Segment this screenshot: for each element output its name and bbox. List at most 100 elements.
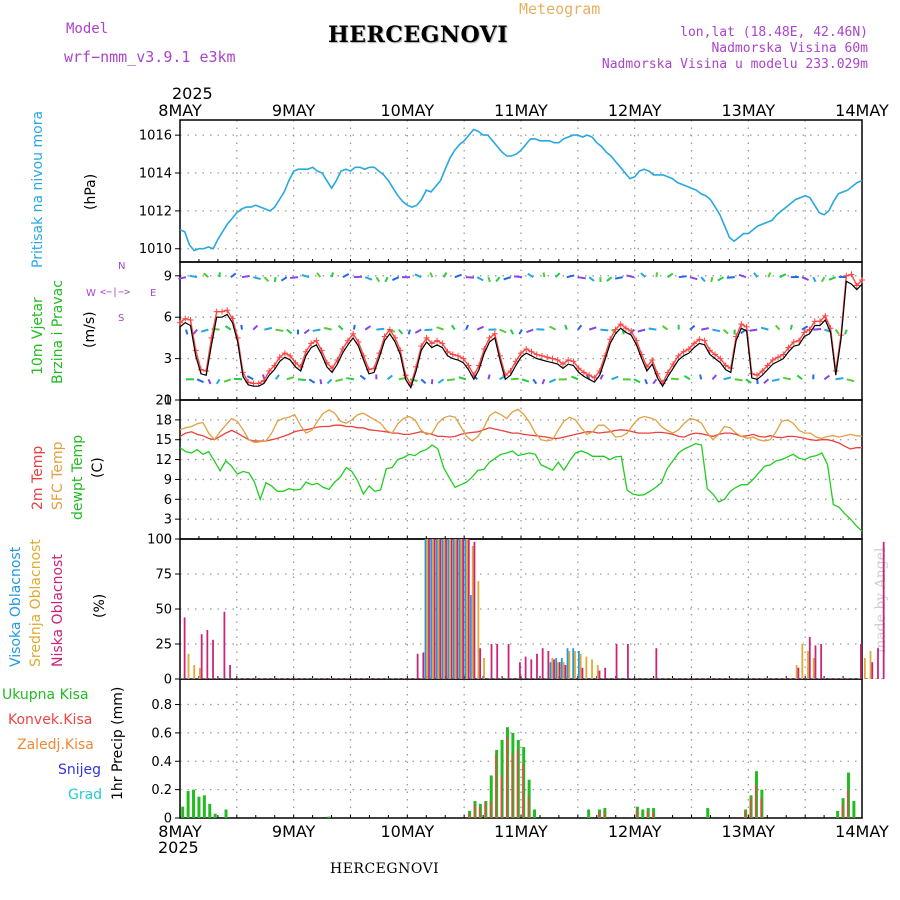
wind-gust-marker <box>376 350 383 357</box>
cloud-bar-mid <box>790 678 792 679</box>
wind-barb <box>342 273 350 279</box>
cloud-bar-low <box>621 678 624 679</box>
cloud-bar-low <box>723 678 726 679</box>
cloud-bar-low <box>303 678 305 679</box>
cloud-bar-mid <box>591 659 593 679</box>
cloud-bar-mid <box>784 678 787 679</box>
cloud-bar-high <box>418 678 421 679</box>
wind-gust-marker <box>224 307 231 314</box>
cloud-bar-high <box>612 678 614 679</box>
precip-bar-conv <box>749 798 752 818</box>
cloud-bar-mid <box>738 678 741 679</box>
wind-barb <box>223 378 232 383</box>
cloud-bar-low <box>882 541 885 679</box>
cloud-bar-low <box>638 678 641 679</box>
cloud-bar-high <box>788 678 791 679</box>
y-tick-label: 3 <box>164 352 172 367</box>
cloud-bar-low <box>865 678 868 679</box>
wind-gust-marker <box>386 326 393 333</box>
cloud-bar-mid <box>778 678 781 679</box>
cloud-bar-low <box>240 678 243 679</box>
cloud-bar-low <box>337 678 339 679</box>
cloud-bar-high <box>833 678 836 679</box>
cloud-bar-low <box>615 644 618 679</box>
wind-gust-marker <box>565 356 572 363</box>
wind-barb <box>263 276 270 283</box>
precip-bar-conv <box>468 813 470 818</box>
cloud-bar-mid <box>255 678 258 679</box>
model-altitude-label: Nadmorska Visina u modelu 233.029m <box>601 57 868 72</box>
cloud-bar-high <box>515 678 518 679</box>
cloud-bar-high <box>754 678 756 679</box>
wind-barb <box>241 274 250 279</box>
wind-gust-marker <box>843 272 850 279</box>
cloud-bar-high <box>197 678 200 679</box>
wind-barb <box>796 374 803 381</box>
cloud-bar-high <box>731 678 734 679</box>
meteogram-label: Meteogram <box>519 0 601 18</box>
y-tick-label: 0 <box>164 673 172 688</box>
precip-bar-total <box>641 809 645 818</box>
cloud-bar-high <box>447 539 450 679</box>
page-title: HERCEGNOVI <box>328 22 509 48</box>
cloud-bar-mid <box>551 658 554 679</box>
wind-gust-marker <box>182 315 189 322</box>
wind-barb <box>541 378 546 385</box>
precip-bar-total <box>197 796 201 818</box>
cloud-bar-high <box>703 678 705 679</box>
cloud-bar-high <box>839 678 842 679</box>
cloud-bar-mid <box>801 644 804 679</box>
cloud-bar-mid <box>346 678 349 679</box>
cloud-bar-low <box>661 678 663 679</box>
wind-barb <box>203 272 210 278</box>
precip-bar-conv <box>511 754 513 818</box>
compass-n-label: N <box>118 261 126 272</box>
wind-gust-marker <box>544 354 551 361</box>
cloud-bar-high <box>543 678 546 679</box>
cloud-bar-high <box>356 678 359 679</box>
wind-barb <box>230 272 237 278</box>
cloud-bar-high <box>737 678 739 679</box>
cloud-bar-low <box>803 678 805 679</box>
wind-barb <box>503 276 512 281</box>
wind-gust-marker <box>559 361 566 368</box>
cloud-bar-low <box>411 678 413 679</box>
cloud-bar-high <box>782 678 785 679</box>
cloud-bar-mid <box>676 678 679 679</box>
wind-barb <box>192 328 198 335</box>
wind-barb <box>526 328 534 334</box>
cloud-bar-high <box>458 539 461 679</box>
cloud-bar-mid <box>329 678 332 679</box>
wind-barb <box>722 328 729 335</box>
model-name: wrf−nmm_v3.9.1 e3km <box>64 48 236 66</box>
cloud-bar-low <box>666 678 669 679</box>
wind-barb <box>767 272 772 278</box>
wind-barb <box>600 328 609 332</box>
cloud-bar-low <box>234 678 237 679</box>
wind-barb <box>678 275 687 279</box>
wind-barb <box>454 273 462 279</box>
compass-s-label: S <box>118 313 125 324</box>
cloud-bar-mid <box>653 678 656 679</box>
y-tick-label: 25 <box>155 638 172 653</box>
cloud-bar-mid <box>199 667 201 679</box>
cloud-bar-mid <box>659 678 662 679</box>
wind-barb <box>655 272 658 278</box>
wind-gust-marker <box>476 362 483 369</box>
wind-barb <box>178 276 187 280</box>
cloud-bar-high <box>322 678 325 679</box>
y-tick-label: 100 <box>147 533 172 548</box>
cloud-bar-high <box>572 648 575 679</box>
cloud-bar-mid <box>545 678 548 679</box>
cloud-bar-low <box>507 644 510 679</box>
cloud-bar-low <box>422 652 425 679</box>
date-tick-top: 14MAY <box>835 101 889 120</box>
wind-barb <box>648 327 657 331</box>
cloud-bar-high <box>509 678 512 679</box>
cloud-bar-high <box>589 678 592 679</box>
wind-gust-marker <box>538 352 545 359</box>
cloud-bar-mid <box>227 678 230 679</box>
wind-barb <box>252 276 261 280</box>
cloud-bar-high <box>685 678 688 679</box>
